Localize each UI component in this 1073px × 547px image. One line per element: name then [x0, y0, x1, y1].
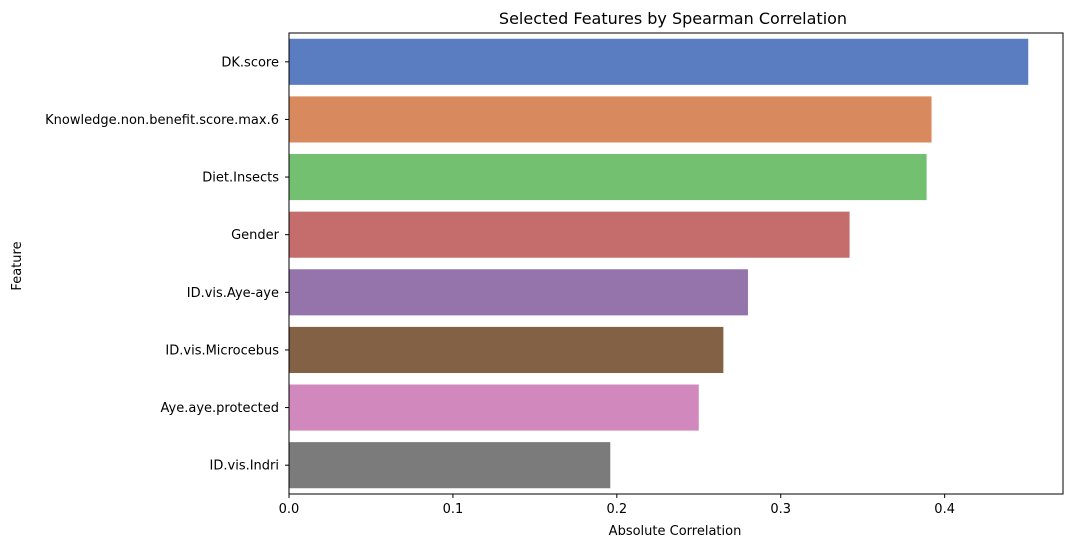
y-tick-label-4: ID.vis.Aye-aye: [187, 286, 279, 301]
chart-title: Selected Features by Spearman Correlatio…: [499, 9, 847, 28]
bar-2: [289, 154, 927, 201]
bar-6: [289, 384, 699, 431]
y-tick-label-7: ID.vis.Indri: [210, 459, 279, 474]
y-tick-label-5: ID.vis.Microcebus: [165, 343, 279, 358]
y-tick-label-6: Aye.aye.protected: [161, 401, 279, 416]
y-axis-ticks: DK.score Knowledge.non.benefit.score.max.…: [45, 55, 289, 474]
y-tick-label-2: Diet.Insects: [202, 171, 279, 186]
bar-0: [289, 38, 1029, 85]
x-axis-ticks: 0.0 0.1 0.2 0.3 0.4: [279, 494, 955, 517]
bar-5: [289, 326, 724, 373]
bar-4: [289, 269, 748, 316]
x-tick-label-3: 0.3: [770, 502, 791, 517]
y-tick-label-0: DK.score: [221, 55, 279, 70]
x-tick-label-4: 0.4: [934, 502, 955, 517]
plot-frame: [288, 32, 1064, 495]
bar-3: [289, 211, 850, 258]
x-tick-label-0: 0.0: [279, 502, 300, 517]
x-tick-label-1: 0.1: [443, 502, 464, 517]
bar-7: [289, 442, 611, 489]
x-tick-label-2: 0.2: [606, 502, 627, 517]
y-tick-label-1: Knowledge.non.benefit.score.max.6: [45, 113, 279, 128]
bar-1: [289, 96, 932, 143]
y-axis-label: Feature: [10, 241, 25, 290]
x-axis-label: Absolute Correlation: [609, 524, 742, 539]
bars-group: [289, 38, 1029, 489]
y-tick-label-3: Gender: [231, 228, 280, 243]
